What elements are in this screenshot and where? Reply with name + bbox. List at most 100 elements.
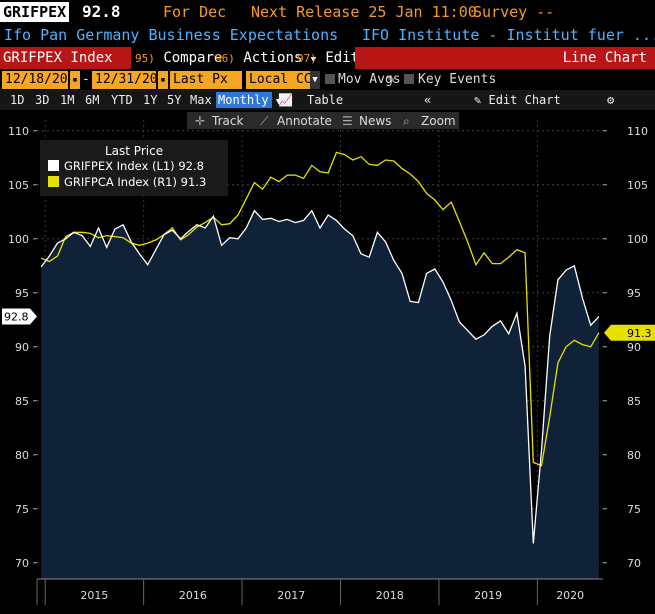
index-field[interactable]: GRIFPEX Index: [0, 47, 131, 69]
series-1-area: [41, 210, 599, 579]
range-6m[interactable]: 6M: [85, 93, 100, 107]
compare-label: Compare: [163, 50, 223, 66]
table-button[interactable]: Table: [307, 93, 344, 107]
chart-tools: ✛ Track ⟋ Annotate ☰ News ⌕ Zoom: [187, 112, 459, 129]
edit-label: Edit: [325, 50, 360, 66]
chevron-down-icon[interactable]: ▼: [310, 71, 320, 89]
track-button[interactable]: Track: [211, 114, 243, 128]
x-tick-label: 2017: [277, 589, 305, 602]
legend-name-series-2: GRIFPCA Index (R1): [64, 175, 177, 189]
y-tick-label-left: 90: [15, 341, 29, 354]
y-tick-label-right: 80: [627, 449, 641, 462]
range-1d[interactable]: 1D: [10, 93, 25, 107]
zoom-button[interactable]: Zoom: [421, 114, 456, 128]
legend-item-series-1[interactable]: GRIFPEX Index (L1) 92.8: [64, 159, 204, 173]
series-2-line[interactable]: [40, 151, 600, 467]
y-tick-label-right: 100: [627, 233, 648, 246]
chart-tools-bar: [187, 112, 459, 129]
calendar-icon[interactable]: ▪: [158, 71, 168, 89]
range-5y[interactable]: 5Y: [167, 93, 182, 107]
y-tick-label-right: 90: [627, 341, 641, 354]
edit-chart-label: Edit Chart: [488, 93, 561, 107]
last-value-tag-series-1-text: 92.8: [4, 311, 29, 324]
end-date-input[interactable]: 12/31/2020: [92, 71, 173, 89]
y-tick-label-left: 95: [15, 287, 29, 300]
ticker[interactable]: GRIFPEX: [0, 2, 70, 22]
line-chart[interactable]: 110 105 100 95 90 85 80 75 70 110 105 100 95 90 85 80 7…: [0, 110, 655, 614]
actions-button[interactable]: 96) Actions ▼: [215, 47, 316, 69]
actions-label: Actions: [243, 50, 303, 66]
news-button[interactable]: News: [359, 114, 391, 128]
pencil-icon[interactable]: ✎: [387, 72, 395, 87]
legend-item-series-2[interactable]: GRIFPCA Index (R1) 91.3: [64, 175, 206, 189]
y-tick-label-right: 105: [627, 179, 648, 192]
last-value-tag-series-2: 91.3: [604, 324, 655, 341]
line-chart-icon[interactable]: 📈: [278, 93, 293, 107]
y-tick-label-left: 110: [8, 125, 29, 138]
field-select[interactable]: Last Px: [170, 71, 242, 89]
y-tick-label-left: 70: [15, 557, 29, 570]
legend-name-series-1: GRIFPEX Index (L1): [64, 159, 175, 173]
x-tick-label: 2018: [376, 589, 404, 602]
y-tick-label-right: 75: [627, 503, 641, 516]
actions-number: 96): [215, 52, 235, 65]
range-max[interactable]: Max: [190, 93, 212, 107]
range-bar: 1D 3D 1M 6M YTD 1Y 5Y Max Monthly ▼ 📈 Ta…: [0, 90, 655, 110]
left-axis: 110 105 100 95 90 85 80 75 70: [8, 125, 37, 570]
mov-avgs-checkbox[interactable]: [325, 74, 335, 84]
start-date-input[interactable]: 12/18/2014: [2, 71, 83, 89]
calendar-icon[interactable]: ▪: [70, 71, 80, 89]
series-1-line[interactable]: [40, 209, 600, 544]
legend-value-series-2: 91.3: [181, 175, 207, 189]
release-period: For Dec: [163, 3, 227, 21]
frequency-select[interactable]: Monthly ▼: [216, 92, 281, 108]
collapse-icon[interactable]: «: [424, 93, 432, 107]
gear-icon[interactable]: ⚙: [607, 93, 615, 107]
compare-button[interactable]: 95) Compare: [135, 47, 222, 69]
legend-swatch-series-2: [48, 176, 59, 187]
x-tick-label: 2016: [179, 589, 207, 602]
y-tick-label-left: 100: [8, 233, 29, 246]
range-3d[interactable]: 3D: [35, 93, 50, 107]
last-value-tag-series-2-text: 91.3: [627, 327, 652, 340]
legend: Last Price GRIFPEX Index (L1) 92.8 GRIFP…: [40, 140, 228, 196]
next-release: Next Release 25 Jan 11:00: [251, 3, 477, 21]
index-description: Ifo Pan Germany Business Expectations: [4, 26, 339, 44]
y-tick-label-right: 110: [627, 125, 648, 138]
range-1m[interactable]: 1M: [60, 93, 75, 107]
edit-chart-button[interactable]: ✎ Edit Chart: [474, 90, 561, 110]
legend-swatch-series-1: [48, 160, 59, 171]
key-events-checkbox[interactable]: [404, 74, 414, 84]
legend-title: Last Price: [105, 144, 163, 158]
index-source: IFO Institute - Institut fuer ...: [362, 26, 655, 44]
x-tick-label: 2020: [556, 589, 584, 602]
x-tick-label: 2019: [474, 589, 502, 602]
last-value-tag-series-1: 92.8: [2, 308, 37, 325]
chevron-down-icon: ▼: [275, 97, 282, 107]
range-1y[interactable]: 1Y: [143, 93, 158, 107]
security-description: Ifo Pan Germany Business Expectations IF…: [0, 24, 655, 46]
currency-select[interactable]: Local CCY: [246, 71, 319, 89]
right-axis: 110 105 100 95 90 85 80 75 70: [603, 125, 648, 570]
annotate-button[interactable]: Annotate: [277, 114, 332, 128]
edit-number: 97): [297, 52, 317, 65]
crosshair-icon: ✛: [195, 114, 205, 128]
edit-chart-icon: ✎: [474, 93, 482, 107]
x-tick-label: 2015: [80, 589, 108, 602]
y-tick-label-right: 70: [627, 557, 641, 570]
compare-number: 95): [135, 52, 155, 65]
survey: Survey --: [473, 3, 555, 21]
y-tick-label-right: 95: [627, 287, 641, 300]
security-header: GRIFPEX 92.8 For Dec Next Release 25 Jan…: [0, 0, 655, 24]
range-ytd[interactable]: YTD: [111, 93, 133, 107]
zoom-icon: ⌕: [403, 114, 410, 128]
function-toolbar: GRIFPEX Index 95) Compare 96) Actions ▼ …: [0, 46, 655, 70]
last-value-tag-series-2-shape: [604, 324, 655, 341]
y-tick-label-left: 75: [15, 503, 29, 516]
y-tick-label-left: 85: [15, 395, 29, 408]
last-price: 92.8: [82, 2, 121, 21]
chart-type-label[interactable]: Line Chart: [355, 47, 655, 69]
annotate-icon: ⟋: [260, 114, 269, 128]
key-events-label: Key Events: [418, 72, 497, 87]
edit-button[interactable]: 97) Edit ▼: [297, 47, 373, 69]
